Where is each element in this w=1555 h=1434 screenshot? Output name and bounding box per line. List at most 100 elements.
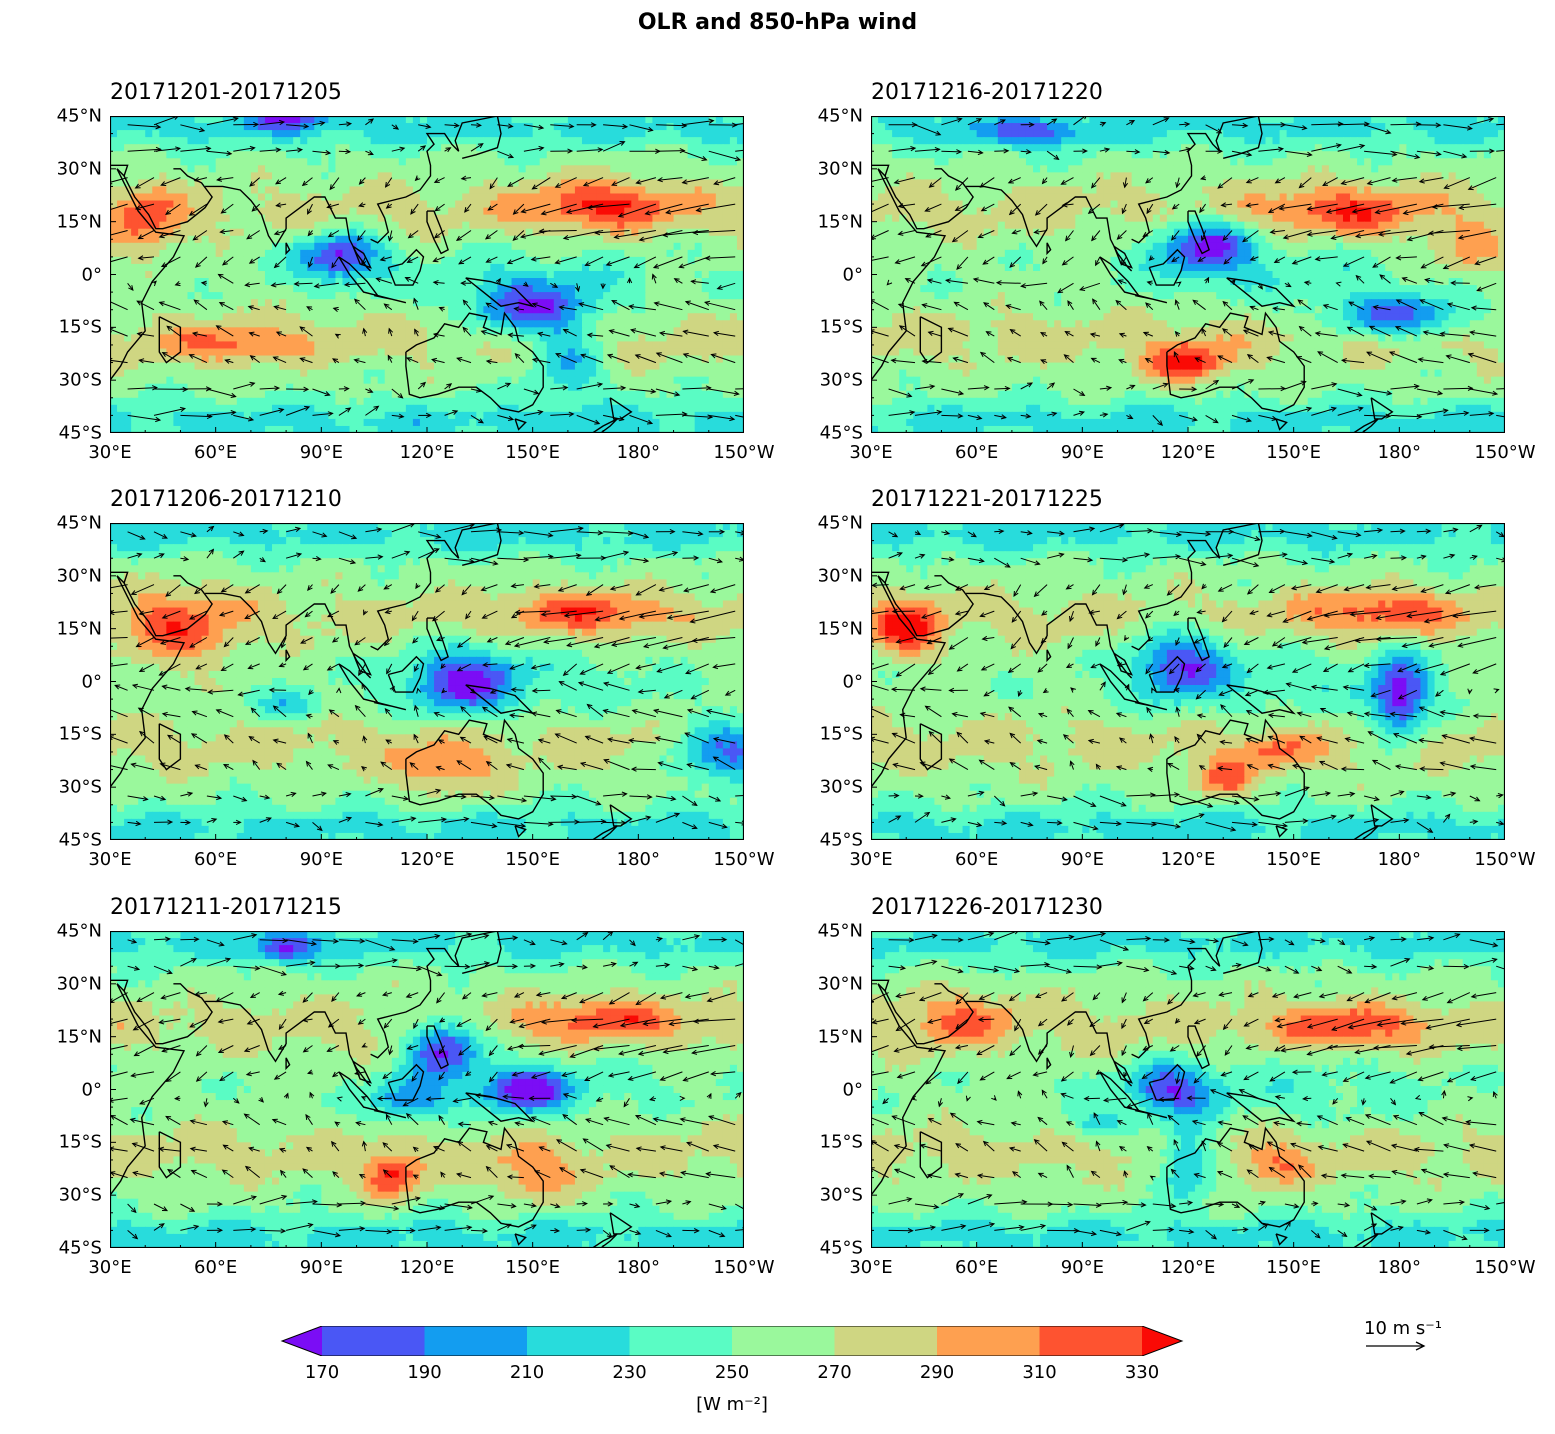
latitude-tick-label: 30°S bbox=[59, 370, 102, 391]
coastlines bbox=[871, 523, 1394, 840]
longitude-tick-label: 180° bbox=[1378, 849, 1421, 870]
colorbar-extend-high bbox=[1142, 1326, 1182, 1356]
longitude-tick-label: 150°W bbox=[1474, 1257, 1535, 1278]
longitude-tick-label: 120°E bbox=[400, 442, 455, 463]
longitude-tick-label: 120°E bbox=[1161, 442, 1216, 463]
latitude-tick-label: 15°N bbox=[57, 618, 102, 639]
olr-shading bbox=[871, 523, 1505, 840]
olr-wind-map bbox=[110, 116, 744, 433]
longitude-tick-label: 30°E bbox=[88, 849, 131, 870]
map-panel: 20171226-20171230 45°N 30°N 15°N 0° 15°S 30°S 4… bbox=[818, 895, 1536, 1278]
wind-vectors bbox=[871, 931, 1505, 1241]
axis-ticks bbox=[110, 931, 744, 1248]
colorbar-swatch bbox=[1039, 1326, 1143, 1356]
colorbar-units: [W m⁻²] bbox=[696, 1394, 768, 1415]
colorbar-swatch bbox=[732, 1326, 835, 1356]
latitude-tick-label: 45°N bbox=[57, 106, 102, 127]
latitude-tick-label: 15°N bbox=[57, 211, 102, 232]
colorbar-swatch bbox=[527, 1326, 630, 1356]
coastlines bbox=[110, 523, 633, 840]
latitude-tick-label: 15°N bbox=[818, 1026, 863, 1047]
latitude-tick-label: 0° bbox=[843, 1079, 863, 1100]
longitude-tick-label: 60°E bbox=[194, 1257, 237, 1278]
colorbar-tick-label: 190 bbox=[407, 1362, 441, 1383]
olr-shading bbox=[871, 931, 1505, 1248]
longitude-tick-label: 60°E bbox=[955, 442, 998, 463]
latitude-tick-label: 15°N bbox=[57, 1026, 102, 1047]
panel-date-range-title: 20171216-20171220 bbox=[871, 80, 1103, 105]
colorbar-swatch bbox=[322, 1326, 425, 1356]
latitude-tick-label: 15°S bbox=[820, 1132, 863, 1153]
coastlines bbox=[871, 116, 1394, 433]
map-panel: 20171221-20171225 45°N 30°N 15°N 0° 15°S 30°S 4… bbox=[818, 487, 1536, 870]
colorbar-tick-label: 330 bbox=[1125, 1362, 1159, 1383]
olr-shading bbox=[110, 523, 744, 840]
reference-vector: 10 m s⁻¹ bbox=[1364, 1318, 1442, 1353]
longitude-tick-label: 120°E bbox=[400, 849, 455, 870]
olr-wind-map bbox=[871, 931, 1505, 1248]
axis-ticks bbox=[110, 523, 744, 840]
colorbar-tick-label: 170 bbox=[305, 1362, 339, 1383]
latitude-tick-label: 45°S bbox=[59, 423, 102, 444]
longitude-tick-label: 150°W bbox=[713, 1257, 774, 1278]
latitude-tick-label: 15°S bbox=[59, 1132, 102, 1153]
figure-title: OLR and 850-hPa wind bbox=[0, 10, 1555, 35]
latitude-tick-label: 30°S bbox=[820, 370, 863, 391]
colorbar-tick-label: 270 bbox=[817, 1362, 851, 1383]
longitude-tick-label: 30°E bbox=[849, 849, 892, 870]
longitude-tick-label: 30°E bbox=[849, 442, 892, 463]
olr-wind-map bbox=[871, 116, 1505, 433]
latitude-tick-label: 15°N bbox=[818, 211, 863, 232]
axis-ticks bbox=[871, 931, 1505, 1248]
longitude-tick-label: 150°E bbox=[1266, 442, 1321, 463]
longitude-tick-label: 60°E bbox=[194, 849, 237, 870]
reference-arrow-icon bbox=[1366, 1341, 1426, 1351]
axis-ticks bbox=[871, 523, 1505, 840]
longitude-tick-label: 150°E bbox=[505, 442, 560, 463]
axis-ticks bbox=[110, 116, 744, 433]
latitude-tick-label: 30°N bbox=[818, 973, 863, 994]
colorbar-swatch bbox=[834, 1326, 938, 1356]
colorbar-swatch bbox=[424, 1326, 528, 1356]
olr-shading bbox=[110, 116, 744, 433]
latitude-tick-label: 45°S bbox=[820, 830, 863, 851]
longitude-tick-label: 60°E bbox=[955, 849, 998, 870]
longitude-tick-label: 30°E bbox=[88, 442, 131, 463]
longitude-tick-label: 90°E bbox=[1061, 1257, 1104, 1278]
latitude-tick-label: 0° bbox=[82, 1079, 102, 1100]
map-panel: 20171216-20171220 45°N 30°N 15°N 0° 15°S 30°S 4… bbox=[818, 80, 1536, 463]
panel-date-range-title: 20171226-20171230 bbox=[871, 895, 1103, 920]
longitude-tick-label: 90°E bbox=[300, 1257, 343, 1278]
latitude-tick-label: 45°N bbox=[818, 921, 863, 942]
latitude-tick-label: 45°S bbox=[820, 423, 863, 444]
latitude-tick-label: 30°N bbox=[818, 158, 863, 179]
longitude-tick-label: 180° bbox=[617, 442, 660, 463]
longitude-tick-label: 30°E bbox=[88, 1257, 131, 1278]
latitude-tick-label: 30°S bbox=[59, 777, 102, 798]
colorbar-tick-label: 210 bbox=[510, 1362, 544, 1383]
wind-vectors bbox=[110, 931, 744, 1240]
panel-date-range-title: 20171201-20171205 bbox=[110, 80, 342, 105]
colorbar-extend-low bbox=[282, 1326, 322, 1356]
latitude-tick-label: 45°N bbox=[818, 513, 863, 534]
longitude-tick-label: 180° bbox=[1378, 1257, 1421, 1278]
colorbar-swatch bbox=[629, 1326, 733, 1356]
latitude-tick-label: 15°S bbox=[820, 317, 863, 338]
olr-shading bbox=[110, 931, 744, 1248]
coastlines bbox=[871, 931, 1394, 1248]
longitude-tick-label: 180° bbox=[617, 1257, 660, 1278]
coastlines bbox=[110, 116, 633, 433]
panel-date-range-title: 20171221-20171225 bbox=[871, 487, 1103, 512]
longitude-tick-label: 180° bbox=[1378, 442, 1421, 463]
latitude-tick-label: 30°N bbox=[57, 565, 102, 586]
panel-date-range-title: 20171211-20171215 bbox=[110, 895, 342, 920]
colorbar-tick-label: 250 bbox=[715, 1362, 749, 1383]
latitude-tick-label: 45°N bbox=[57, 513, 102, 534]
longitude-tick-label: 150°E bbox=[1266, 1257, 1321, 1278]
latitude-tick-label: 45°S bbox=[59, 1238, 102, 1259]
latitude-tick-label: 15°N bbox=[818, 618, 863, 639]
longitude-tick-label: 90°E bbox=[1061, 442, 1104, 463]
longitude-tick-label: 150°E bbox=[505, 849, 560, 870]
longitude-tick-label: 60°E bbox=[955, 1257, 998, 1278]
longitude-tick-label: 120°E bbox=[1161, 849, 1216, 870]
